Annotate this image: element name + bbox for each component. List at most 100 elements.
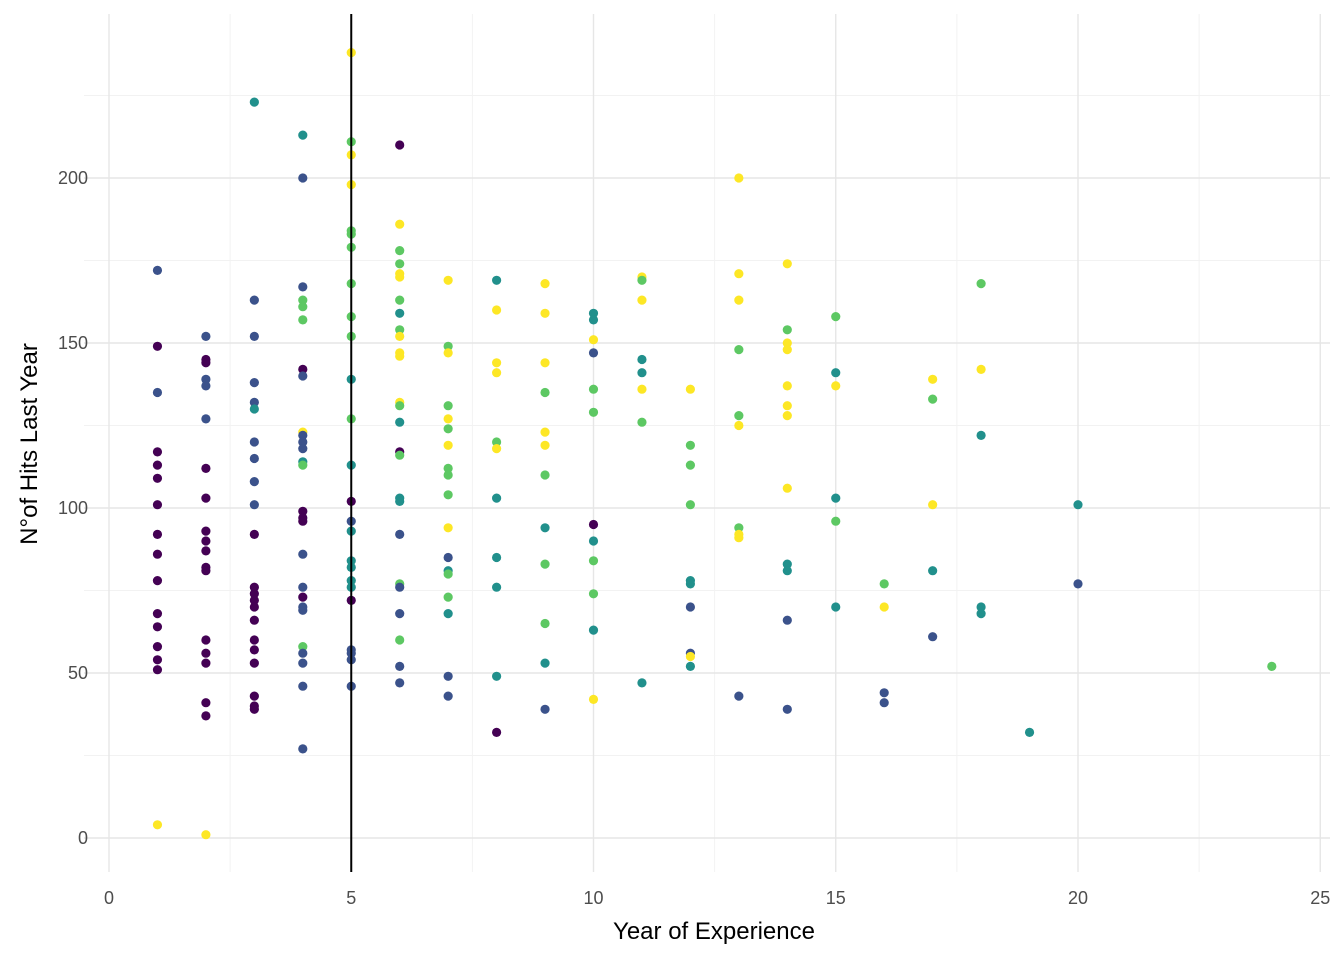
data-point — [637, 384, 647, 394]
data-point — [152, 500, 163, 510]
data-point — [443, 592, 453, 602]
major-gridlines — [84, 14, 1330, 872]
data-point — [201, 566, 211, 576]
data-point — [443, 348, 453, 358]
data-point — [298, 592, 308, 602]
data-point — [298, 130, 308, 140]
data-point — [298, 364, 308, 374]
data-point — [588, 625, 599, 635]
data-point — [298, 437, 308, 447]
data-point — [298, 549, 308, 559]
data-point — [443, 490, 453, 500]
data-point — [249, 453, 259, 464]
y-axis-title: N°of Hits Last Year — [16, 343, 43, 545]
data-point — [976, 364, 986, 374]
data-point — [152, 473, 163, 483]
y-tick-label: 200 — [58, 168, 88, 188]
data-point — [395, 417, 405, 427]
data-point — [201, 658, 211, 668]
data-point — [831, 516, 841, 526]
data-point — [685, 460, 696, 470]
data-point — [588, 589, 599, 599]
data-point — [443, 671, 453, 681]
data-point — [152, 549, 163, 559]
data-point — [492, 552, 502, 563]
data-point — [540, 358, 550, 368]
data-point — [152, 529, 163, 540]
data-point — [540, 308, 550, 318]
data-point — [540, 387, 550, 398]
data-point — [298, 371, 308, 381]
data-point — [395, 331, 405, 341]
data-point — [685, 440, 696, 450]
data-point — [443, 470, 453, 480]
data-point — [685, 651, 696, 662]
data-point — [249, 397, 259, 407]
data-point — [395, 529, 405, 540]
data-point — [734, 691, 744, 701]
data-point — [201, 358, 211, 368]
data-point — [492, 305, 502, 315]
data-point — [201, 635, 211, 645]
data-point — [249, 691, 259, 701]
data-point — [588, 335, 599, 345]
data-point — [201, 536, 211, 546]
data-point — [201, 698, 211, 708]
data-point — [201, 463, 211, 473]
data-point — [928, 566, 938, 576]
data-point — [443, 341, 453, 351]
data-point — [588, 348, 599, 358]
data-point — [782, 704, 792, 714]
data-point — [492, 493, 502, 503]
data-point — [443, 569, 453, 579]
data-point — [201, 381, 211, 391]
data-point — [588, 407, 599, 417]
data-point — [540, 618, 550, 629]
data-point — [201, 414, 211, 424]
data-point — [443, 463, 453, 473]
data-point — [152, 609, 163, 619]
data-point — [588, 519, 599, 530]
data-point — [976, 279, 986, 289]
data-point — [249, 437, 259, 447]
data-point — [976, 609, 986, 619]
data-point — [540, 658, 550, 668]
data-point — [588, 694, 599, 705]
data-point — [249, 331, 259, 341]
data-point — [249, 404, 259, 414]
data-point — [249, 595, 259, 606]
data-point — [637, 275, 647, 285]
data-point — [782, 615, 792, 625]
data-point — [1073, 579, 1083, 589]
data-point — [201, 526, 211, 536]
y-tick-label: 100 — [58, 498, 88, 518]
data-point — [1267, 661, 1277, 672]
data-point — [249, 378, 259, 388]
data-point — [492, 671, 502, 681]
x-tick-label: 25 — [1310, 888, 1330, 908]
data-point — [201, 711, 211, 721]
data-point — [976, 430, 986, 440]
data-point — [395, 351, 405, 361]
data-point — [492, 437, 502, 447]
data-point — [249, 500, 259, 510]
data-point — [928, 374, 938, 384]
data-point — [395, 635, 405, 645]
y-tick-label: 0 — [78, 828, 88, 848]
data-point — [249, 477, 259, 487]
data-point — [831, 368, 841, 378]
data-point — [298, 173, 308, 183]
data-point — [298, 506, 308, 516]
x-tick-label: 0 — [104, 888, 114, 908]
data-point — [152, 447, 163, 457]
data-point — [201, 331, 211, 341]
data-point — [443, 523, 453, 533]
data-point — [734, 345, 744, 355]
data-point — [831, 602, 841, 612]
data-point — [492, 368, 502, 378]
data-point — [298, 582, 308, 592]
data-point — [782, 559, 792, 569]
data-point — [298, 315, 308, 325]
data-point — [249, 602, 259, 612]
